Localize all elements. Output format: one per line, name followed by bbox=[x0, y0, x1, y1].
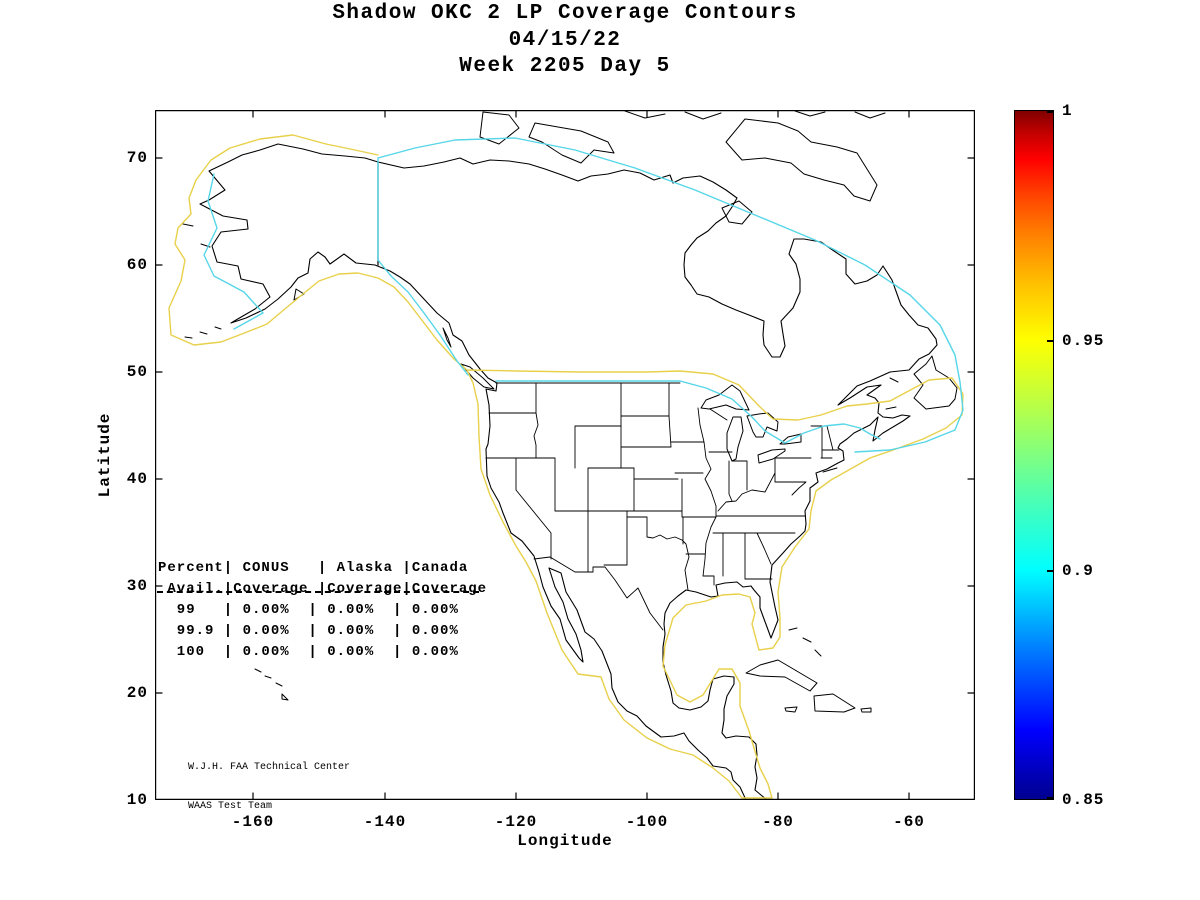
x-tick-n80: -80 bbox=[762, 813, 794, 831]
y-tick-20: 20 bbox=[126, 684, 148, 702]
y-tick-50: 50 bbox=[126, 363, 148, 381]
credits-line-1: W.J.H. FAA Technical Center bbox=[188, 762, 351, 773]
plot-date: 04/15/22 bbox=[508, 29, 622, 52]
coverage-table-header-2: Avail.|Coverage |Coverage|Coverage bbox=[158, 581, 488, 597]
colorbar-label-1: 1 bbox=[1062, 102, 1073, 120]
coverage-table-header-1: Percent| CONUS | Alaska |Canada bbox=[158, 560, 469, 576]
y-tick-30: 30 bbox=[126, 577, 148, 595]
x-tick-n140: -140 bbox=[363, 813, 407, 831]
x-tick-n60: -60 bbox=[893, 813, 925, 831]
y-tick-60: 60 bbox=[126, 256, 148, 274]
y-axis-label: Latitude bbox=[96, 412, 114, 498]
credits-line-2: WAAS Test Team bbox=[188, 801, 273, 812]
yellow-coverage-contour bbox=[168, 134, 964, 799]
cyan-coverage-contour bbox=[203, 137, 964, 453]
y-tick-70: 70 bbox=[126, 149, 148, 167]
great-lakes-path bbox=[700, 384, 802, 464]
colorbar-tick-1 bbox=[1047, 111, 1053, 113]
coverage-table-row-99-9: 99.9 | 0.00% | 0.00% | 0.00% bbox=[158, 623, 459, 639]
coverage-table-dashed-rule bbox=[157, 591, 479, 593]
axis-tick-marks bbox=[154, 109, 976, 801]
coverage-table-row-100: 100 | 0.00% | 0.00% | 0.00% bbox=[158, 644, 459, 660]
map-axes bbox=[154, 109, 976, 801]
colorbar bbox=[1014, 110, 1054, 800]
x-tick-n120: -120 bbox=[494, 813, 538, 831]
coastline-path bbox=[199, 143, 938, 801]
colorbar-label-0-95: 0.95 bbox=[1062, 332, 1105, 350]
x-tick-n160: -160 bbox=[231, 813, 275, 831]
state-borders-path bbox=[485, 382, 840, 631]
plot-title: Shadow OKC 2 LP Coverage Contours bbox=[332, 2, 798, 25]
y-tick-10: 10 bbox=[126, 791, 148, 809]
credits-block: W.J.H. FAA Technical Center WAAS Test Te… bbox=[188, 735, 350, 839]
colorbar-label-0-9: 0.9 bbox=[1062, 562, 1094, 580]
x-tick-n100: -100 bbox=[625, 813, 669, 831]
colorbar-tick-0-95 bbox=[1047, 340, 1053, 342]
plot-week-day: Week 2205 Day 5 bbox=[459, 55, 671, 78]
map-svg bbox=[154, 109, 976, 801]
colorbar-tick-0-9 bbox=[1047, 570, 1053, 572]
coverage-table-row-99: 99 | 0.00% | 0.00% | 0.00% bbox=[158, 602, 459, 618]
islands-path bbox=[182, 110, 958, 713]
x-axis-label: Longitude bbox=[517, 832, 613, 850]
colorbar-label-0-85: 0.85 bbox=[1062, 791, 1105, 809]
axes-frame bbox=[155, 110, 975, 800]
y-tick-40: 40 bbox=[126, 470, 148, 488]
colorbar-tick-0-85 bbox=[1047, 797, 1053, 799]
coverage-table: Percent| CONUS | Alaska |Canada Avail.|C… bbox=[158, 558, 487, 663]
